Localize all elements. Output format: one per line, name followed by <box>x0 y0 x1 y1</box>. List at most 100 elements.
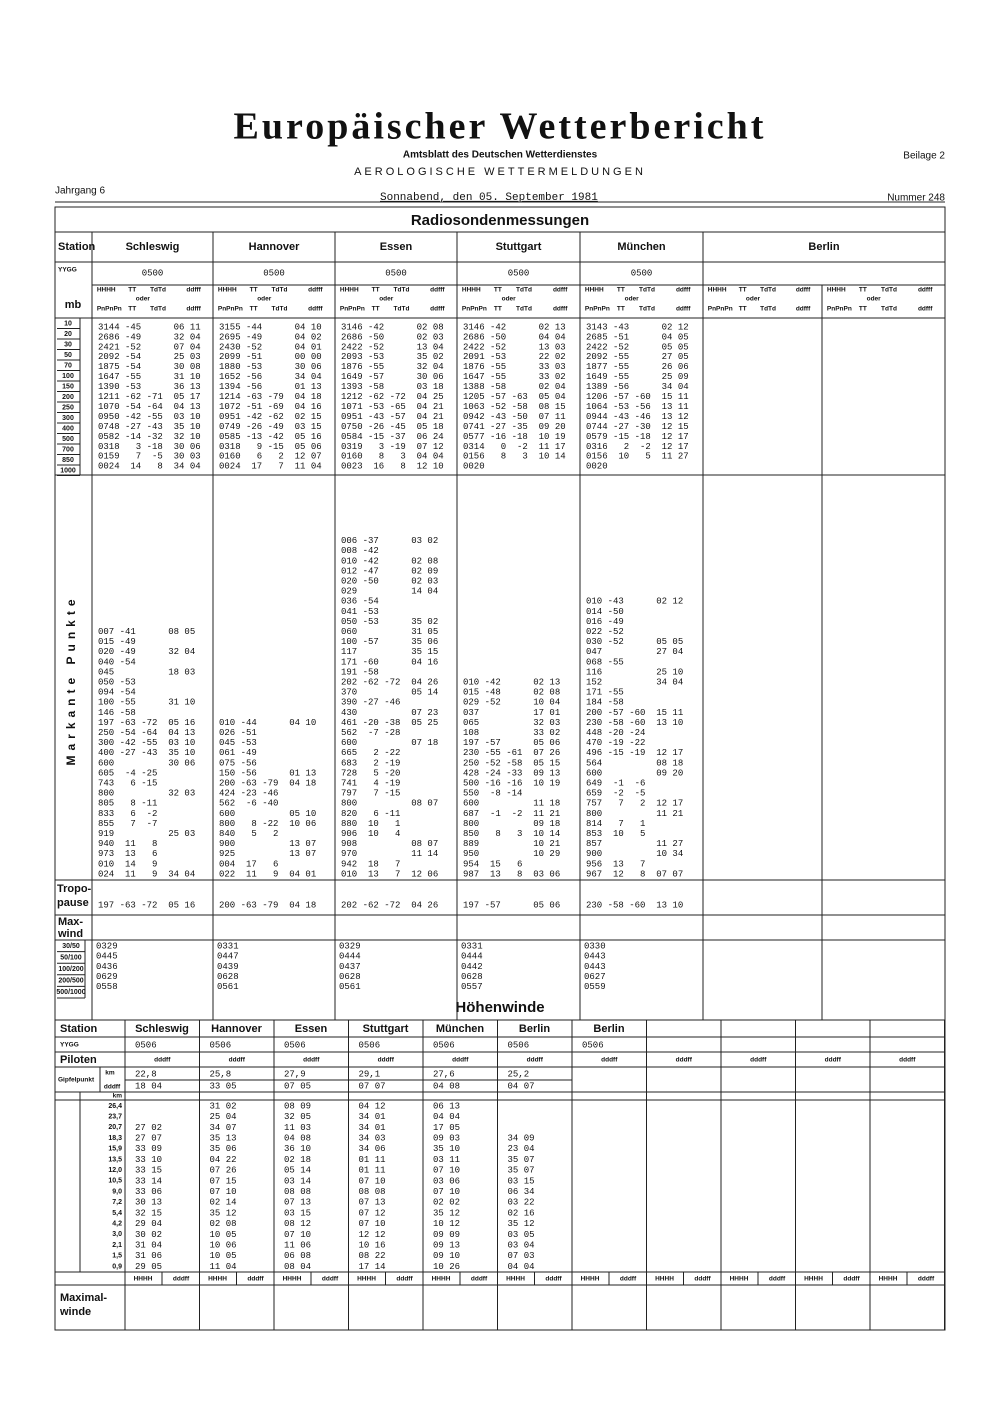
max-wind: 0329 <box>96 941 118 951</box>
sounding-row: 0160 6 2 12 07 <box>219 452 322 462</box>
col-head-oder: oder <box>502 296 517 303</box>
max-hhhh: HHHH <box>357 1276 376 1283</box>
level-label: 700 <box>62 446 74 453</box>
significant-point: 500 -16 -16 10 19 <box>463 778 560 788</box>
significant-point: 050 -53 <box>98 677 136 687</box>
col-head: HHHH <box>340 287 359 294</box>
sounding-row: 1211 -62 -71 05 17 <box>98 392 201 402</box>
sounding-row: 1880 -53 30 06 <box>219 362 322 372</box>
significant-point: 908 08 07 <box>341 839 438 849</box>
sounding-row: 1652 -56 34 04 <box>219 372 322 382</box>
height-level: 1,5 <box>112 1253 122 1260</box>
wind-value: 33 15 <box>135 1166 162 1176</box>
significant-point: 840 5 2 <box>219 829 278 839</box>
significant-point: 230 -58 -60 13 10 <box>586 718 683 728</box>
wind-value: 04 22 <box>210 1155 237 1165</box>
significant-point: 973 13 6 <box>98 849 157 859</box>
max-wind: 0437 <box>339 962 361 972</box>
max-wind: 0329 <box>339 941 361 951</box>
wind-value: 31 02 <box>210 1101 237 1111</box>
wind-value: 25 04 <box>210 1112 237 1122</box>
significant-point: 015 -48 02 08 <box>463 688 560 698</box>
gipfel-dddff: 33 05 <box>210 1081 237 1091</box>
wind-value: 34 01 <box>359 1112 386 1122</box>
wind-value: 10 26 <box>433 1262 460 1272</box>
significant-point: 191 -58 <box>341 667 379 677</box>
wind-value: 07 10 <box>433 1166 460 1176</box>
significant-point: 202 -62 -72 04 26 <box>341 677 438 687</box>
wind-value: 30 02 <box>135 1230 162 1240</box>
sounding-row: 0023 16 8 12 10 <box>341 462 444 472</box>
maxwind-label: wind <box>57 928 83 940</box>
significant-point: 797 7 -15 <box>341 789 400 799</box>
significant-point: 562 -6 -40 <box>219 799 278 809</box>
col-head: TdTd <box>272 306 288 313</box>
max-dddff: dddff <box>694 1276 711 1283</box>
col-head: ddfff <box>553 287 568 294</box>
col-head: TT <box>494 287 502 294</box>
wind-value: 02 02 <box>433 1198 460 1208</box>
col-head: PnPnPn <box>340 306 365 313</box>
piloten-dddff: dddff <box>452 1057 469 1064</box>
sounding-row: 2092 -55 27 05 <box>586 352 689 362</box>
wind-value: 27 02 <box>135 1123 162 1133</box>
station-label: Station <box>58 241 96 253</box>
sounding-row: 3146 -42 02 13 <box>463 322 566 332</box>
sounding-row: 2091 -53 22 02 <box>463 352 566 362</box>
wind-value: 33 14 <box>135 1176 162 1186</box>
maxwind-level: 500/1000 <box>56 989 85 996</box>
col-head: TT <box>739 287 747 294</box>
col-head: TT <box>128 306 136 313</box>
piloten-dddff: dddff <box>229 1057 246 1064</box>
sounding-row: 1389 -56 34 04 <box>586 382 689 392</box>
sounding-row: 1205 -57 -63 05 04 <box>463 392 566 402</box>
height-level: 3,0 <box>112 1231 122 1238</box>
yygg: 0506 <box>582 1040 604 1050</box>
sounding-row: 1875 -54 30 08 <box>98 362 201 372</box>
max-wind: 0561 <box>339 982 361 992</box>
col-head: HHHH <box>708 287 727 294</box>
col-head: ddfff <box>676 306 691 313</box>
sounding-row: 1647 -55 33 02 <box>463 372 566 382</box>
significant-point: 075 -56 <box>219 758 257 768</box>
col-head: TT <box>617 306 625 313</box>
station-name: München <box>436 1023 485 1035</box>
col-head: ddfff <box>553 306 568 313</box>
station-name: Schleswig <box>135 1023 189 1035</box>
col-head: TdTd <box>150 287 166 294</box>
sounding-row: 3144 -45 06 11 <box>98 322 201 332</box>
col-head: ddfff <box>308 306 323 313</box>
nummer: Nummer 248 <box>887 193 945 204</box>
max-dddff: dddff <box>620 1276 637 1283</box>
wind-value: 07 10 <box>359 1176 386 1186</box>
col-head: TT <box>128 287 136 294</box>
col-head: TT <box>250 287 258 294</box>
tropopause: 202 -62 -72 04 26 <box>341 900 438 910</box>
significant-point: 805 8 -11 <box>98 799 157 809</box>
sounding-row: 1393 -58 03 18 <box>341 382 444 392</box>
sounding-row: 0579 -15 -18 12 17 <box>586 432 689 442</box>
yygg: 0506 <box>359 1040 381 1050</box>
gipfel-km: 29,1 <box>359 1069 381 1079</box>
subtitle: Amtsblatt des Deutschen Wetterdienstes <box>403 150 598 161</box>
level-label: 400 <box>62 425 74 432</box>
max-dddff: dddff <box>322 1276 339 1283</box>
significant-point: 833 6 -2 <box>98 809 157 819</box>
tropopause: 197 -57 05 06 <box>463 900 560 910</box>
tropopause: 230 -58 -60 13 10 <box>586 900 683 910</box>
station-name: Stuttgart <box>363 1023 409 1035</box>
max-hhhh: HHHH <box>134 1276 153 1283</box>
col-head: ddfff <box>430 306 445 313</box>
col-head: TT <box>372 306 380 313</box>
piloten-dddff: dddff <box>378 1057 395 1064</box>
col-head: TT <box>859 287 867 294</box>
date: Sonnabend, den 05. September 1981 <box>380 192 598 204</box>
significant-point: 550 -8 -14 <box>463 789 522 799</box>
max-dddff: dddff <box>918 1276 935 1283</box>
level-label: 50 <box>64 352 72 359</box>
significant-point: 855 7 -7 <box>98 819 157 829</box>
col-head: TdTd <box>516 306 532 313</box>
significant-point: 200 -57 -60 15 11 <box>586 708 683 718</box>
col-head: TdTd <box>881 287 897 294</box>
